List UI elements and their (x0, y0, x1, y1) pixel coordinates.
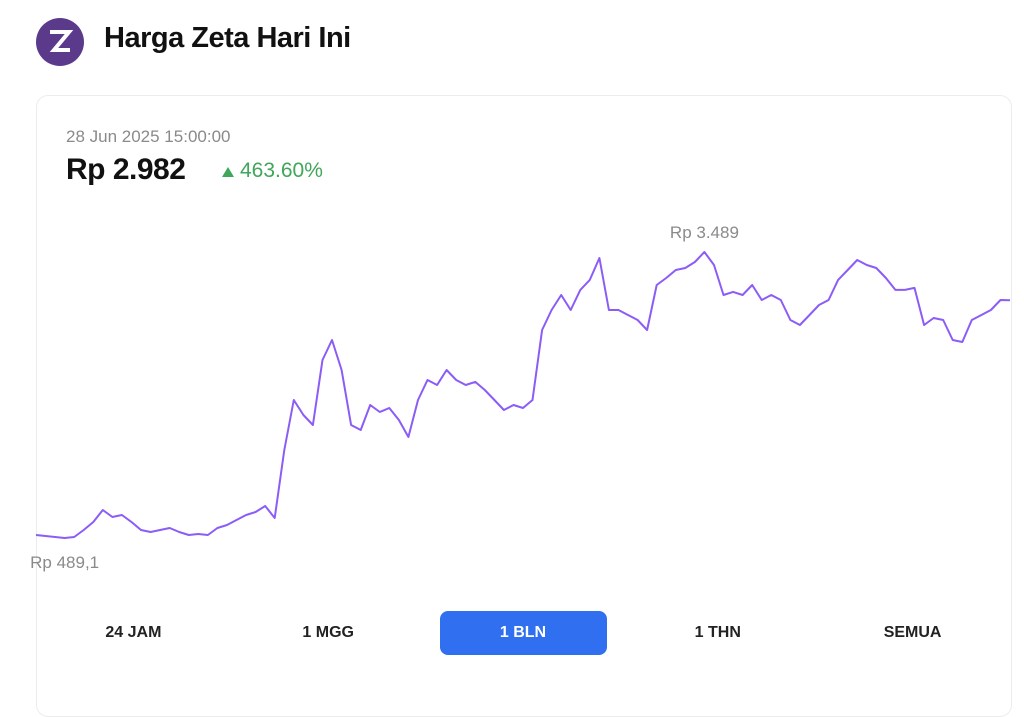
range-tab[interactable]: 1 BLN (439, 611, 607, 655)
page: Harga Zeta Hari Ini 28 Jun 2025 15:00:00… (30, 18, 1012, 717)
range-tab[interactable]: 1 THN (634, 611, 801, 655)
range-tab[interactable]: 24 JAM (50, 611, 217, 655)
price: Rp 2.982 (66, 153, 186, 186)
range-tab[interactable]: SEMUA (829, 611, 996, 655)
change: 463.60% (240, 159, 323, 182)
logo (36, 18, 84, 66)
page-title: Harga Zeta Hari Ini (104, 22, 351, 54)
up-arrow (222, 167, 234, 177)
range-tab[interactable]: 1 MGG (245, 611, 412, 655)
tab-bar: 24 JAM 1 MGG 1 BLN 1 THN SEMUA (36, 611, 1010, 655)
timestamp: 28 Jun 2025 15:00:00 (66, 127, 231, 146)
